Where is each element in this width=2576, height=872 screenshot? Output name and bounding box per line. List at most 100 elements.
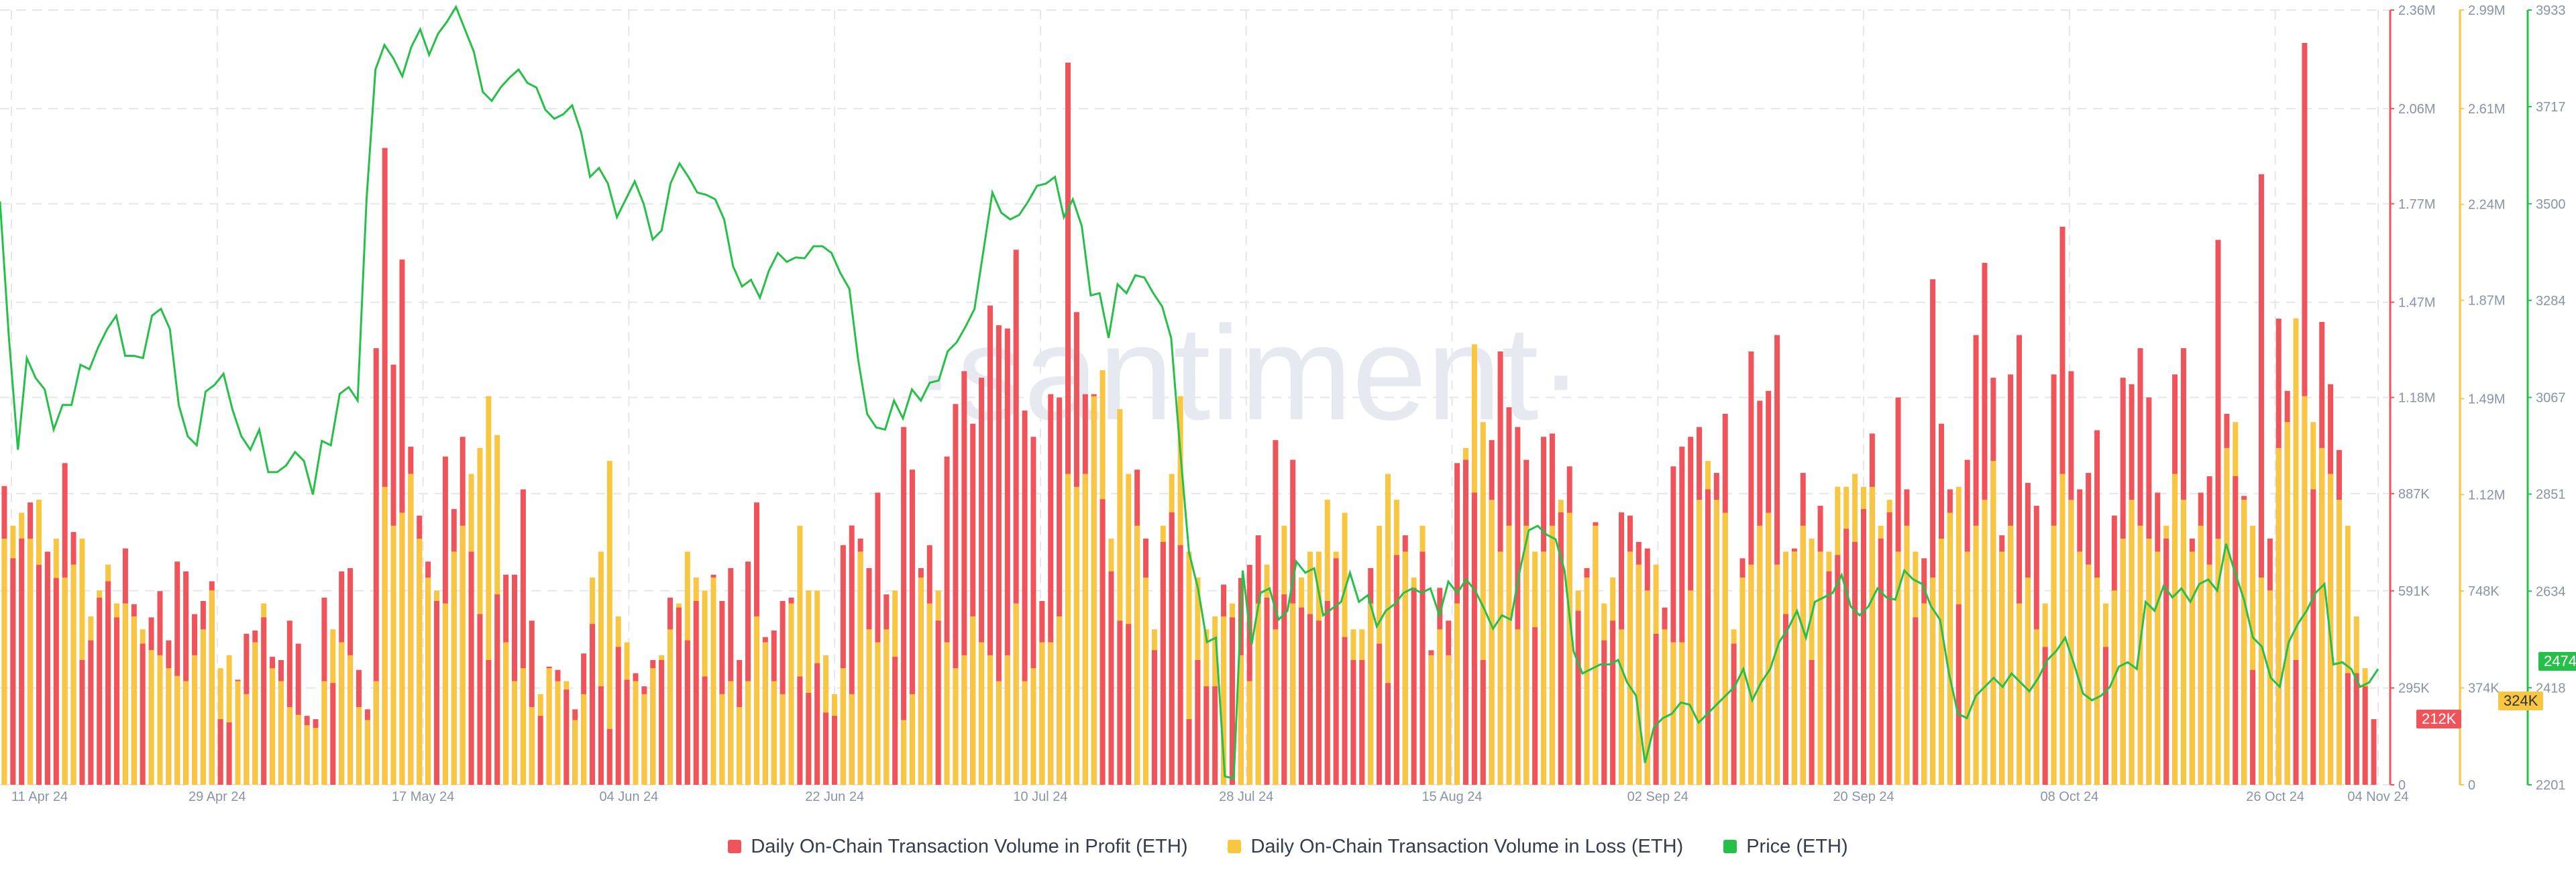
loss-bar <box>771 681 777 785</box>
loss-bar <box>1446 655 1452 785</box>
loss-bar <box>909 694 915 785</box>
loss-bar <box>849 694 855 785</box>
loss-bar <box>840 668 846 785</box>
profit-bar <box>373 348 379 785</box>
profit-bar <box>1030 437 1036 785</box>
price-tick-label: 2201 <box>2536 778 2566 793</box>
loss-bar <box>1999 551 2005 785</box>
loss-bar <box>641 694 647 785</box>
profit-bar <box>606 728 612 785</box>
profit-bar <box>1048 394 1054 785</box>
loss-bar <box>1817 551 1823 785</box>
x-tick-label: 11 Apr 24 <box>11 789 68 804</box>
loss-bar <box>373 681 379 785</box>
profit-bar <box>1532 627 1538 785</box>
profit-tick-label: 591K <box>2398 584 2430 599</box>
legend-item-loss[interactable]: Daily On-Chain Transaction Volume in Los… <box>1228 836 1683 858</box>
profit-bar <box>1065 62 1071 785</box>
profit-bar <box>512 574 517 785</box>
loss-bar <box>961 655 967 785</box>
profit-bar <box>2250 669 2256 785</box>
loss-bar <box>2111 590 2117 785</box>
profit-bar <box>953 404 959 785</box>
profit-bar <box>1203 686 1210 785</box>
loss-bar <box>122 603 128 785</box>
x-axis: 11 Apr 24 29 Apr 24 17 May 24 04 Jun 24 22 J… <box>11 789 2409 804</box>
legend-item-price[interactable]: Price (ETH) <box>1723 836 1848 858</box>
loss-tick-label: 1.49M <box>2468 392 2506 406</box>
profit-bar <box>1886 512 1892 785</box>
loss-bar <box>1739 577 1746 785</box>
profit-bar <box>261 617 267 785</box>
price-tick-label: 2418 <box>2536 681 2566 696</box>
profit-bar <box>217 719 223 785</box>
loss-bar <box>1584 577 1590 785</box>
loss-bar <box>286 707 292 785</box>
profit-bar <box>1731 643 1737 785</box>
loss-bar <box>1489 500 1495 785</box>
loss-bar <box>2206 564 2212 785</box>
profit-bar <box>2310 489 2316 785</box>
current-price-badge: 2474 <box>2538 652 2576 671</box>
loss-bar <box>1973 525 1979 785</box>
loss-bar <box>2275 447 2282 785</box>
profit-bar <box>1307 614 1313 785</box>
loss-bar <box>1930 577 1936 785</box>
profit-bar <box>1860 508 1866 785</box>
loss-bar <box>1515 629 1521 785</box>
profit-bar <box>1169 512 1175 785</box>
loss-bar <box>2215 539 2221 785</box>
loss-bar <box>2345 525 2351 785</box>
loss-bar <box>2129 500 2135 785</box>
profit-tick-label: 2.06M <box>2398 102 2436 117</box>
loss-bar <box>131 616 137 785</box>
loss-bar <box>2059 474 2065 785</box>
profit-bar <box>1843 529 1849 785</box>
profit-bar <box>1601 640 1607 785</box>
loss-bar <box>1800 525 1806 785</box>
loss-bar <box>295 714 301 785</box>
profit-bar <box>987 305 993 785</box>
profit-bar <box>1186 719 1192 785</box>
legend-item-profit[interactable]: Daily On-Chain Transaction Volume in Pro… <box>728 836 1187 858</box>
loss-bar <box>399 512 405 785</box>
profit-bar <box>624 679 630 785</box>
loss-bar <box>1497 551 1503 785</box>
legend-swatch-loss <box>1228 840 1242 853</box>
legend: Daily On-Chain Transaction Volume in Pro… <box>0 826 2576 867</box>
profit-bar <box>1419 551 1426 785</box>
profit-bar <box>1774 335 1780 785</box>
profit-bar <box>226 722 232 785</box>
profit-bar <box>183 571 189 785</box>
profit-bar <box>1229 617 1235 785</box>
profit-bar <box>1575 610 1581 785</box>
profit-bar <box>2371 719 2377 785</box>
profit-bar <box>1705 489 1711 785</box>
profit-bar <box>1151 650 1157 785</box>
loss-tick-label: 2.99M <box>2468 3 2506 18</box>
profit-bar <box>2345 673 2351 785</box>
loss-bar <box>339 642 345 785</box>
loss-bar <box>183 681 189 785</box>
profit-bar <box>1316 620 1322 785</box>
loss-bar <box>901 720 907 785</box>
loss-bar <box>546 668 552 785</box>
loss-bar <box>1635 564 1642 785</box>
loss-bar <box>1402 551 1408 785</box>
loss-bar <box>2068 500 2074 785</box>
profit-bar <box>1004 328 1010 785</box>
profit-bar <box>1057 397 1063 785</box>
profit-bar <box>1350 660 1356 785</box>
loss-bar <box>1982 500 1988 785</box>
profit-bar <box>529 620 535 785</box>
loss-bar <box>944 642 950 785</box>
profit-bar <box>468 551 474 785</box>
profit-bar <box>520 489 526 785</box>
loss-bar <box>200 629 206 785</box>
loss-bar <box>1428 655 1434 785</box>
profit-bar <box>875 492 881 785</box>
profit-bar <box>935 620 941 785</box>
profit-bar <box>330 683 336 785</box>
loss-bar <box>62 577 68 785</box>
